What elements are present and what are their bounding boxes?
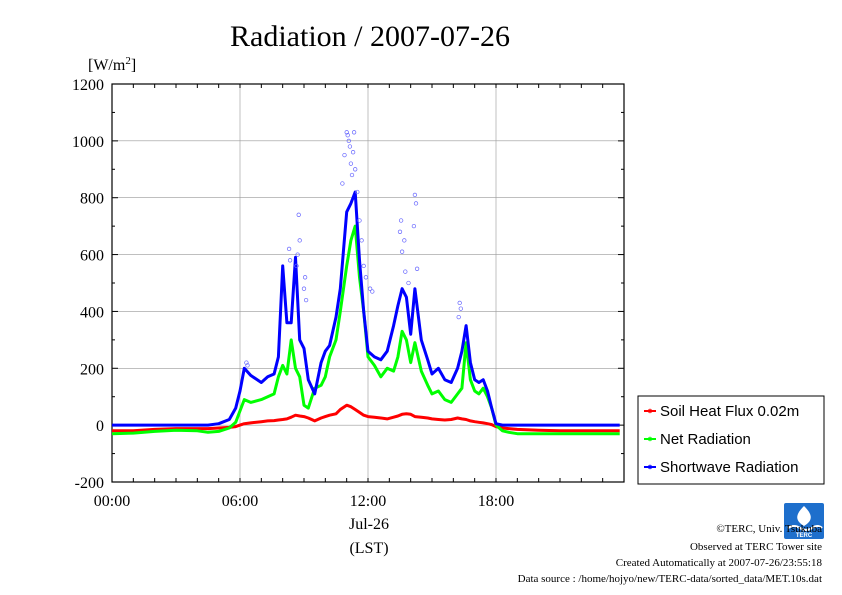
scatter-point	[302, 275, 308, 280]
scatter-point	[345, 133, 350, 138]
scatter-point	[303, 297, 309, 303]
y-tick-label: 0	[96, 418, 104, 435]
x-tick-labels: 00:00 06:00 12:00 18:00	[94, 493, 514, 510]
scatter-point	[245, 363, 250, 368]
legend-label: Soil Heat Flux 0.02m	[660, 403, 799, 420]
scatter-point	[413, 201, 419, 206]
y-axis-label-close: ]	[131, 57, 136, 74]
y-tick-label: -200	[75, 475, 104, 492]
series-line-1	[112, 403, 620, 433]
scatter-point	[301, 286, 307, 291]
scatter-point	[244, 360, 249, 365]
scatter-point	[296, 212, 301, 217]
scatter-point	[370, 289, 375, 294]
logo-text: TERC	[796, 533, 813, 539]
scatter-point	[295, 252, 300, 257]
scatter-point	[398, 218, 404, 223]
legend: Soil Heat Flux 0.02m Net Radiation Shortwa…	[644, 403, 799, 476]
scatter-points	[244, 130, 463, 368]
scatter-point	[359, 238, 364, 243]
x-tick-label: 18:00	[478, 493, 514, 510]
legend-marker	[647, 436, 653, 442]
y-tick-label: 400	[80, 304, 104, 321]
scatter-point	[399, 249, 405, 254]
scatter-point	[357, 218, 362, 223]
y-axis-label-sup: 2	[125, 55, 131, 67]
scatter-point	[456, 314, 461, 320]
y-axis-label: [W/m2]	[88, 55, 136, 74]
series-line-3	[112, 190, 620, 427]
x-axis-date-label: Jul-26	[349, 516, 389, 533]
scatter-point	[353, 167, 358, 172]
x-tick-label: 12:00	[350, 493, 386, 510]
wave-icon	[787, 525, 823, 531]
scatter-point	[294, 263, 299, 269]
legend-box	[637, 395, 825, 485]
y-tick-label: 800	[80, 191, 104, 208]
y-tick-label: 600	[80, 248, 104, 265]
chart-title: Radiation / 2007-07-26	[230, 20, 510, 53]
x-tick-label: 06:00	[222, 493, 258, 510]
credit-created: Created Automatically at 2007-07-26/23:5…	[616, 557, 823, 569]
legend-marker	[647, 464, 653, 470]
scatter-point	[363, 275, 369, 280]
legend-marker	[647, 408, 653, 414]
scatter-point	[347, 144, 353, 149]
water-drop-icon	[797, 506, 811, 526]
legend-label: Net Radiation	[660, 431, 751, 448]
scatter-point	[351, 130, 357, 135]
credit-copyright: ©TERC, Univ. Tsukuba	[716, 523, 822, 535]
credit-source: Data source : /home/hojyo/new/TERC-data/…	[518, 573, 822, 585]
scatter-point	[344, 130, 349, 135]
y-tick-labels: 1200 1000 800 600 400 200 0 -200	[72, 77, 104, 492]
scatter-point	[361, 263, 366, 269]
scatter-point	[411, 223, 417, 229]
scatter-point	[346, 138, 351, 144]
scatter-point	[348, 161, 354, 166]
credit-site: Observed at TERC Tower site	[690, 541, 822, 553]
scatter-point	[397, 229, 403, 234]
scatter-point	[340, 181, 345, 186]
scatter-point	[406, 280, 411, 286]
scatter-point	[403, 269, 408, 274]
scatter-point	[297, 238, 302, 243]
scatter-point	[350, 150, 356, 155]
x-axis-unit-label: (LST)	[349, 540, 388, 557]
terc-logo: TERC	[784, 503, 824, 539]
scatter-point	[367, 286, 373, 291]
scatter-point	[414, 266, 420, 271]
scatter-point	[355, 189, 360, 195]
y-tick-label: 1000	[72, 134, 104, 151]
x-tick-label: 00:00	[94, 493, 130, 510]
y-axis-label-main: [W/m	[88, 57, 126, 74]
legend-label: Shortwave Radiation	[660, 459, 798, 476]
scatter-point	[457, 300, 462, 306]
scatter-point	[342, 152, 347, 158]
series-lines	[111, 190, 620, 436]
scatter-point	[412, 192, 418, 198]
scatter-point	[286, 246, 292, 252]
scatter-point	[287, 258, 293, 263]
scatter-point	[402, 238, 407, 243]
y-tick-label: 1200	[72, 77, 104, 94]
y-tick-label: 200	[80, 361, 104, 378]
scatter-point	[349, 172, 355, 178]
scatter-point	[458, 306, 463, 311]
